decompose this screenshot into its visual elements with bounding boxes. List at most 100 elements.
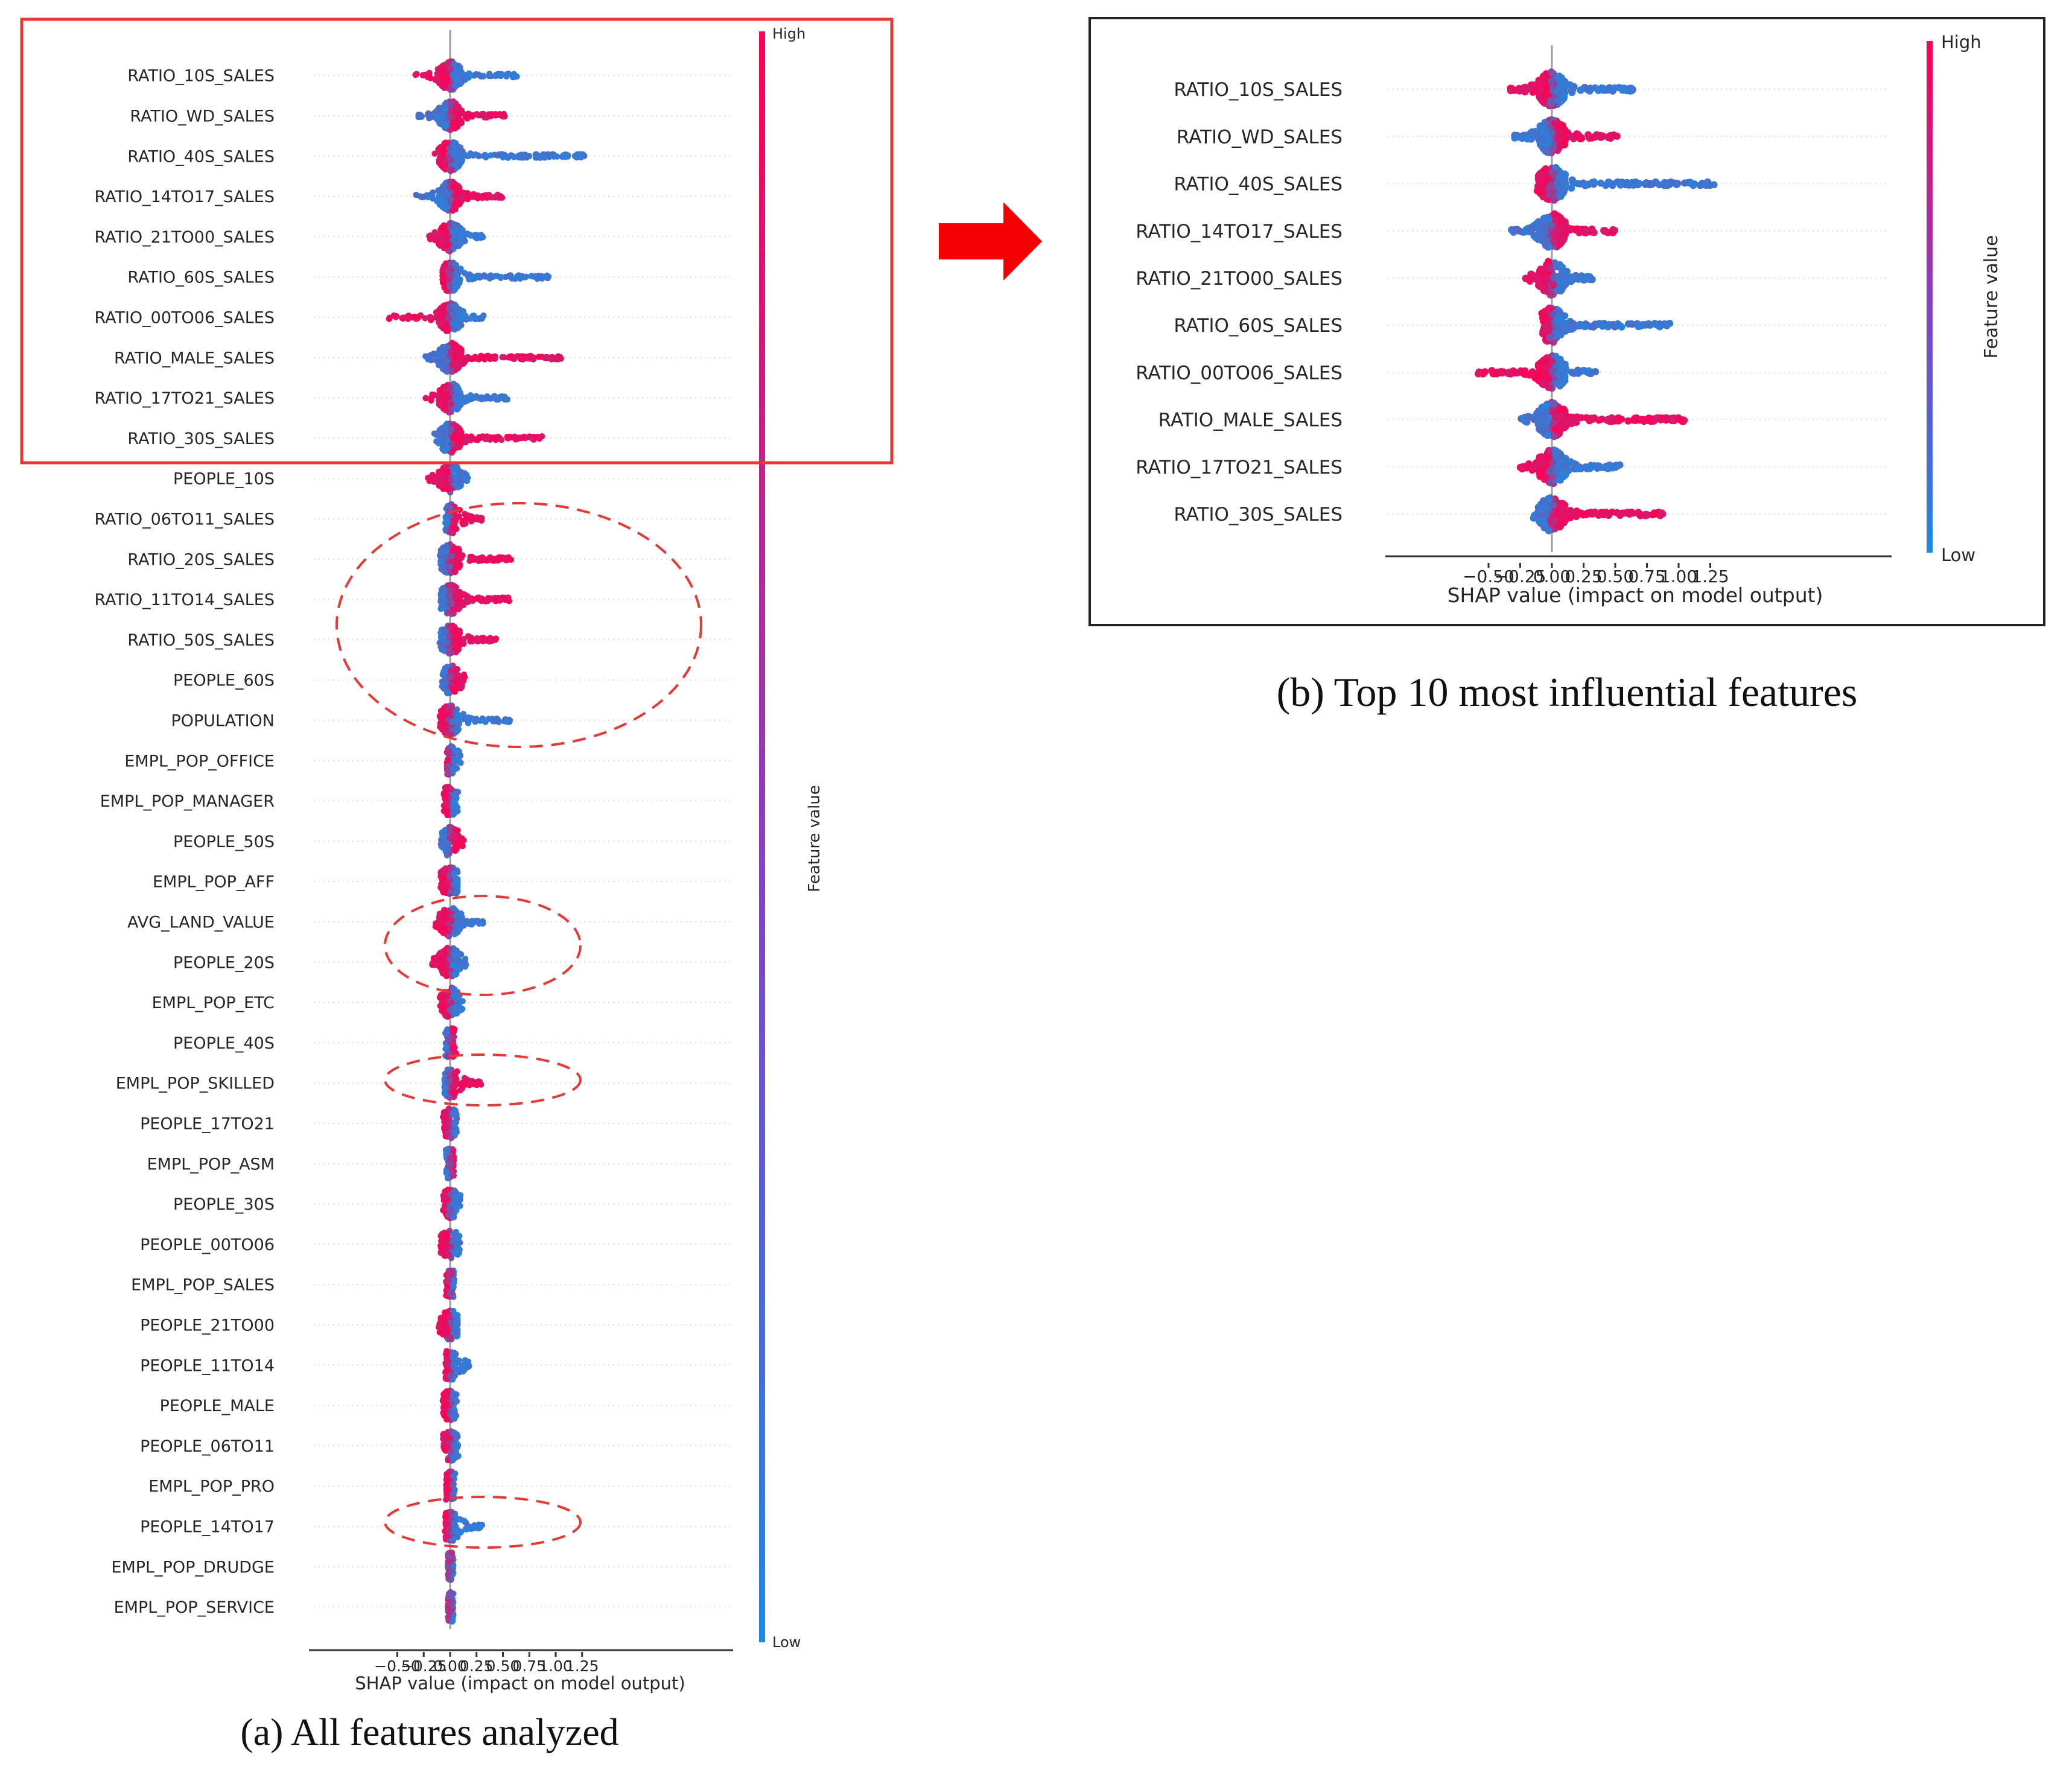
a-shap-point <box>446 529 454 535</box>
a-shap-point <box>508 274 515 281</box>
a-shap-point <box>442 139 449 146</box>
a-shap-point <box>456 350 463 357</box>
a-shap-point <box>450 687 457 693</box>
a-shap-point <box>393 314 399 320</box>
a-shap-point <box>465 599 471 605</box>
a-feature-label: RATIO_50S_SALES <box>127 631 275 650</box>
a-shap-point <box>501 393 508 401</box>
a-shap-point <box>443 71 451 78</box>
a-shap-point <box>448 999 455 1006</box>
a-shap-point <box>446 874 453 880</box>
a-shap-point <box>405 316 412 322</box>
a-beeswarm-ratio_male_sales <box>422 340 564 375</box>
a-shap-point <box>450 1089 456 1096</box>
a-shap-point <box>555 356 562 363</box>
a-shap-point <box>454 997 460 1005</box>
a-shap-point <box>464 190 471 197</box>
a-shap-point <box>453 397 460 404</box>
a-beeswarm-ratio_wd_sales <box>415 98 508 133</box>
a-feature-label: PEOPLE_17TO21 <box>140 1115 275 1134</box>
a-beeswarm-people_21to00 <box>436 1307 461 1342</box>
a-shap-point <box>455 114 462 121</box>
a-shap-point <box>446 595 453 602</box>
a-shap-point <box>447 384 454 391</box>
a-feature-label: RATIO_21TO00_SALES <box>94 228 275 247</box>
a-shap-point <box>440 927 446 933</box>
a-shap-point <box>450 1129 457 1137</box>
a-shap-point <box>454 80 460 87</box>
a-shap-point <box>453 890 460 897</box>
a-shap-point <box>446 824 454 831</box>
a-shap-point <box>440 602 446 608</box>
a-shap-point <box>449 1170 456 1177</box>
a-shap-point <box>469 919 476 926</box>
a-shap-point <box>482 153 489 159</box>
a-shap-point <box>456 915 463 922</box>
a-shap-point <box>439 1003 446 1010</box>
a-shap-point <box>486 637 493 644</box>
a-feature-label: PEOPLE_MALE <box>160 1397 275 1415</box>
a-shap-point <box>445 933 453 940</box>
a-shap-point <box>440 868 446 874</box>
a-shap-point <box>450 810 457 816</box>
a-shap-point <box>427 352 434 359</box>
a-shap-point <box>496 151 503 158</box>
a-shap-point <box>445 266 452 273</box>
a-shap-point <box>461 674 468 681</box>
a-shap-point <box>456 444 463 451</box>
a-shap-point <box>450 341 457 348</box>
a-shap-point <box>444 328 451 334</box>
a-shap-point <box>484 598 491 605</box>
a-shap-point <box>445 1070 452 1076</box>
a-shap-point <box>453 728 460 735</box>
a-shap-point <box>545 273 552 280</box>
a-shap-point <box>445 1036 452 1043</box>
a-shap-point <box>474 437 481 443</box>
a-shap-point <box>486 354 493 360</box>
a-shap-point <box>453 237 460 244</box>
a-shap-point <box>478 517 485 524</box>
a-shap-point <box>437 1329 444 1335</box>
a-shap-point <box>450 228 457 235</box>
a-shap-point <box>450 628 456 635</box>
a-shap-point <box>452 278 459 284</box>
a-shap-point <box>475 153 482 159</box>
a-feature-label: EMPL_POP_PRO <box>148 1478 275 1496</box>
a-shap-point <box>455 71 462 78</box>
a-shap-point <box>453 382 460 389</box>
a-beeswarm-population <box>436 702 513 738</box>
a-shap-point <box>448 156 455 164</box>
a-beeswarm-people_11to14 <box>442 1348 472 1383</box>
a-shap-point <box>533 151 539 158</box>
a-shap-point <box>443 1117 451 1124</box>
a-shap-point <box>452 764 459 770</box>
a-shap-point <box>478 354 485 360</box>
a-shap-point <box>425 474 431 481</box>
a-shap-point <box>499 354 506 361</box>
a-shap-point <box>430 392 437 398</box>
a-shap-point <box>458 923 465 930</box>
a-feature-label: EMPL_POP_DRUDGE <box>111 1558 275 1577</box>
a-shap-point <box>448 114 454 121</box>
a-feature-label: PEOPLE_21TO00 <box>140 1316 275 1335</box>
a-shap-point <box>457 597 464 605</box>
a-shap-point <box>443 1044 450 1051</box>
a-row-guides <box>314 75 730 1608</box>
a-shap-point <box>439 468 445 474</box>
a-shap-point <box>456 189 463 196</box>
a-shap-point <box>465 714 472 721</box>
a-shap-point <box>443 639 450 646</box>
a-shap-point <box>468 555 475 562</box>
a-shap-point <box>458 554 465 561</box>
a-shap-point <box>440 429 447 436</box>
a-shap-point <box>497 194 503 201</box>
a-feature-label: PEOPLE_10S <box>173 470 275 489</box>
a-shap-point <box>454 1329 461 1336</box>
a-shap-point <box>451 1078 458 1085</box>
a-shap-point <box>456 144 462 151</box>
a-shap-point <box>453 559 460 567</box>
a-shap-point <box>451 262 458 270</box>
a-feature-label: EMPL_POP_MANAGER <box>100 792 275 811</box>
a-shap-point <box>492 436 499 443</box>
